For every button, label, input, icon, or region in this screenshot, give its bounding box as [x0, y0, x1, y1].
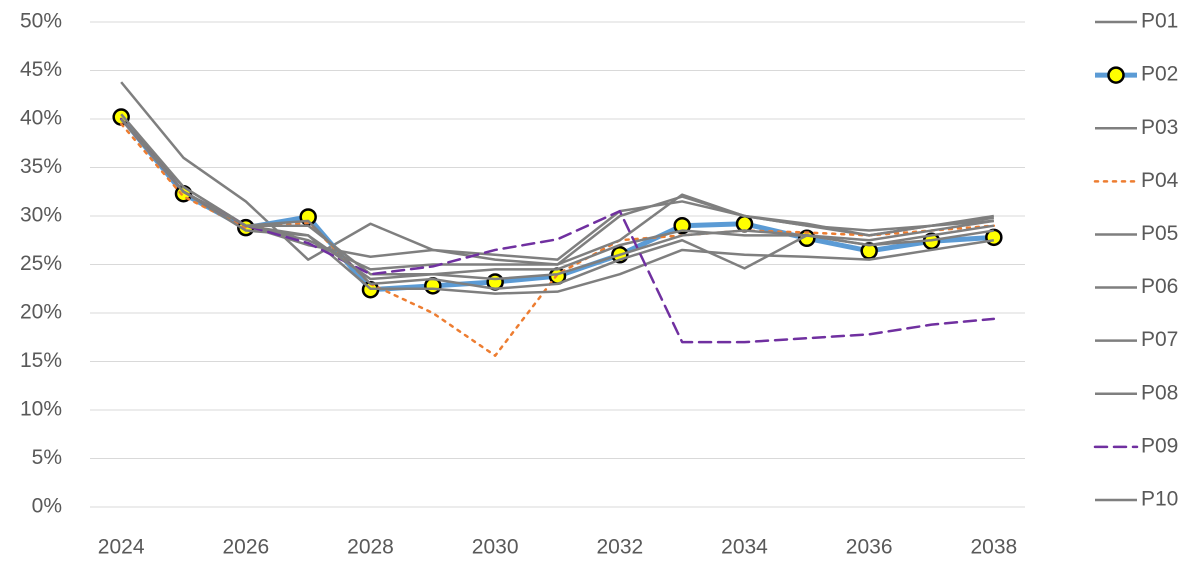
y-tick-label: 10% — [20, 398, 62, 421]
legend-label: P02 — [1141, 63, 1178, 86]
legend-label: P04 — [1141, 169, 1179, 192]
series-line — [120, 118, 995, 281]
legend-label: P05 — [1141, 222, 1178, 245]
y-tick-label: 15% — [20, 349, 62, 372]
y-tick-label: 50% — [20, 10, 62, 33]
y-tick-label: 5% — [32, 446, 62, 469]
y-tick-label: 30% — [20, 204, 62, 227]
marker — [673, 216, 691, 235]
x-tick-label: 2038 — [970, 536, 1017, 559]
marker — [112, 108, 130, 126]
x-tick-label: 2036 — [846, 536, 893, 559]
series-line — [120, 113, 994, 271]
legend-marker — [1107, 66, 1125, 84]
marker — [735, 215, 754, 233]
series-line — [120, 118, 995, 295]
x-tick-label: 2034 — [721, 536, 768, 559]
x-tick-label: 2026 — [222, 536, 269, 559]
y-tick-label: 45% — [20, 58, 62, 81]
x-tick-label: 2024 — [98, 536, 145, 559]
y-tick-label: 20% — [20, 301, 62, 324]
legend-label: P07 — [1141, 328, 1178, 351]
legend-label: P09 — [1141, 434, 1178, 457]
x-tick-label: 2032 — [596, 536, 643, 559]
x-tick-label: 2028 — [347, 536, 394, 559]
y-tick-label: 35% — [20, 155, 62, 178]
series-line — [120, 81, 995, 266]
y-tick-label: 0% — [32, 495, 62, 518]
series-line — [120, 118, 995, 276]
x-tick-label: 2030 — [472, 536, 519, 559]
legend-label: P10 — [1141, 488, 1178, 511]
legend-label: P03 — [1141, 116, 1178, 139]
legend-label: P06 — [1141, 275, 1178, 298]
legend-label: P08 — [1141, 381, 1178, 404]
legend-label: P01 — [1141, 10, 1178, 33]
y-tick-label: 25% — [20, 252, 62, 275]
y-tick-label: 40% — [20, 107, 62, 130]
